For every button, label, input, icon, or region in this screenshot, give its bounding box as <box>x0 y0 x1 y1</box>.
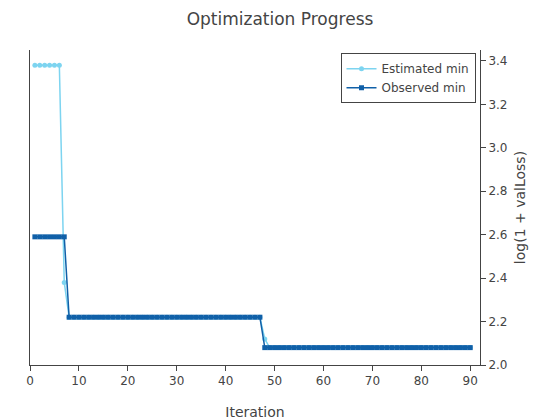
svg-text:0: 0 <box>26 374 34 388</box>
svg-text:2.0: 2.0 <box>488 358 507 372</box>
svg-text:3.4: 3.4 <box>488 54 507 68</box>
svg-text:2.4: 2.4 <box>488 271 507 285</box>
svg-text:3.0: 3.0 <box>488 141 507 155</box>
svg-text:2.6: 2.6 <box>488 228 507 242</box>
svg-text:2.2: 2.2 <box>488 315 507 329</box>
svg-text:log(1 + valLoss): log(1 + valLoss) <box>512 151 528 264</box>
svg-text:30: 30 <box>169 374 184 388</box>
svg-text:Observed min: Observed min <box>382 81 466 95</box>
svg-text:10: 10 <box>71 374 86 388</box>
svg-text:Optimization Progress: Optimization Progress <box>187 9 374 29</box>
svg-text:90: 90 <box>463 374 478 388</box>
svg-text:2.8: 2.8 <box>488 184 507 198</box>
svg-text:60: 60 <box>316 374 331 388</box>
svg-text:20: 20 <box>120 374 135 388</box>
svg-text:50: 50 <box>267 374 282 388</box>
svg-text:80: 80 <box>414 374 429 388</box>
svg-text:Estimated min: Estimated min <box>382 62 469 76</box>
svg-text:70: 70 <box>365 374 380 388</box>
svg-text:Iteration: Iteration <box>225 404 284 420</box>
svg-text:40: 40 <box>218 374 233 388</box>
svg-text:3.2: 3.2 <box>488 98 507 112</box>
